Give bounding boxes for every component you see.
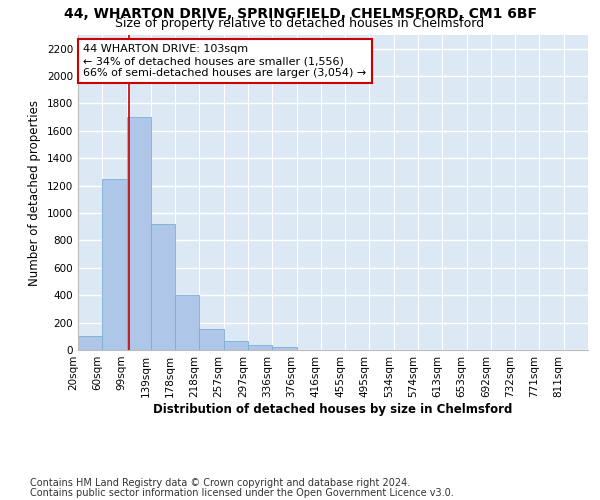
Bar — [127, 117, 151, 350]
Bar — [102, 179, 127, 350]
Bar — [224, 341, 248, 350]
Bar — [175, 295, 199, 350]
Bar — [272, 346, 296, 350]
Text: Size of property relative to detached houses in Chelmsford: Size of property relative to detached ho… — [115, 18, 485, 30]
Bar — [78, 336, 102, 350]
Bar — [248, 345, 272, 350]
Text: 44, WHARTON DRIVE, SPRINGFIELD, CHELMSFORD, CM1 6BF: 44, WHARTON DRIVE, SPRINGFIELD, CHELMSFO… — [64, 8, 536, 22]
Text: 44 WHARTON DRIVE: 103sqm
← 34% of detached houses are smaller (1,556)
66% of sem: 44 WHARTON DRIVE: 103sqm ← 34% of detach… — [83, 44, 367, 78]
Text: Contains public sector information licensed under the Open Government Licence v3: Contains public sector information licen… — [30, 488, 454, 498]
Y-axis label: Number of detached properties: Number of detached properties — [28, 100, 41, 286]
Bar — [151, 224, 175, 350]
Text: Contains HM Land Registry data © Crown copyright and database right 2024.: Contains HM Land Registry data © Crown c… — [30, 478, 410, 488]
X-axis label: Distribution of detached houses by size in Chelmsford: Distribution of detached houses by size … — [154, 402, 512, 415]
Bar — [199, 330, 224, 350]
